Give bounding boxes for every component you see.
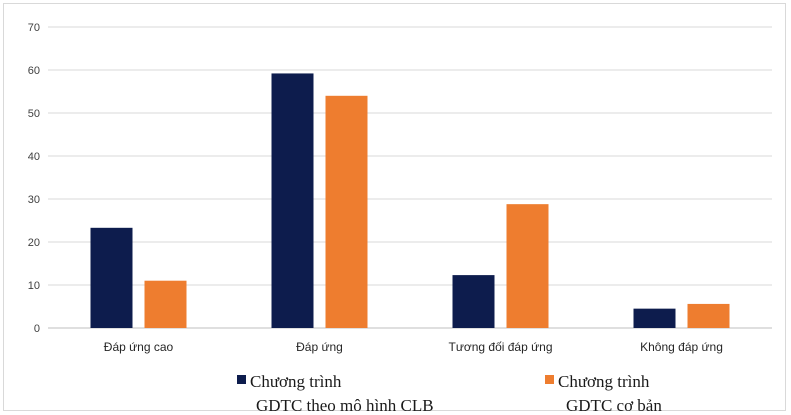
x-category-label: Tương đối đáp ứng bbox=[449, 340, 553, 354]
bar-series1-cat0 bbox=[144, 280, 187, 328]
bar-series1-cat1 bbox=[325, 95, 368, 328]
bar-series0-cat1 bbox=[271, 73, 314, 328]
bar-series1-cat3 bbox=[687, 303, 730, 328]
legend: Chương trình GDTC theo mô hình CLB Chương … bbox=[237, 372, 662, 415]
y-tick-label: 60 bbox=[28, 65, 40, 77]
y-tick-label: 10 bbox=[28, 280, 40, 292]
bar-series0-cat2 bbox=[452, 275, 495, 328]
chart-frame bbox=[3, 3, 786, 411]
bar-series1-cat2 bbox=[506, 204, 549, 328]
y-tick-label: 70 bbox=[28, 22, 40, 34]
y-tick-label: 40 bbox=[28, 151, 40, 163]
x-category-label: Không đáp ứng bbox=[640, 340, 723, 354]
legend-label-1-line2: GDTC cơ bản bbox=[566, 396, 662, 415]
legend-label-0-line2: GDTC theo mô hình CLB bbox=[256, 396, 434, 415]
legend-swatch-1 bbox=[545, 375, 554, 384]
x-category-label: Đáp ứng bbox=[296, 340, 343, 354]
legend-label-0-line1: Chương trình bbox=[250, 372, 342, 391]
y-tick-label: 30 bbox=[28, 194, 40, 206]
y-axis-ticks: 0 10 20 30 40 50 60 70 bbox=[28, 22, 40, 335]
bar-series0-cat3 bbox=[633, 308, 676, 328]
y-tick-label: 20 bbox=[28, 237, 40, 249]
bar-series0-cat0 bbox=[90, 227, 133, 328]
bars bbox=[90, 73, 730, 328]
legend-label-1-line1: Chương trình bbox=[558, 372, 650, 391]
legend-swatch-0 bbox=[237, 375, 246, 384]
y-tick-label: 50 bbox=[28, 108, 40, 120]
x-category-label: Đáp ứng cao bbox=[104, 340, 174, 354]
y-tick-label: 0 bbox=[34, 323, 40, 335]
x-axis-labels: Đáp ứng cao Đáp ứng Tương đối đáp ứng Không… bbox=[104, 340, 723, 354]
